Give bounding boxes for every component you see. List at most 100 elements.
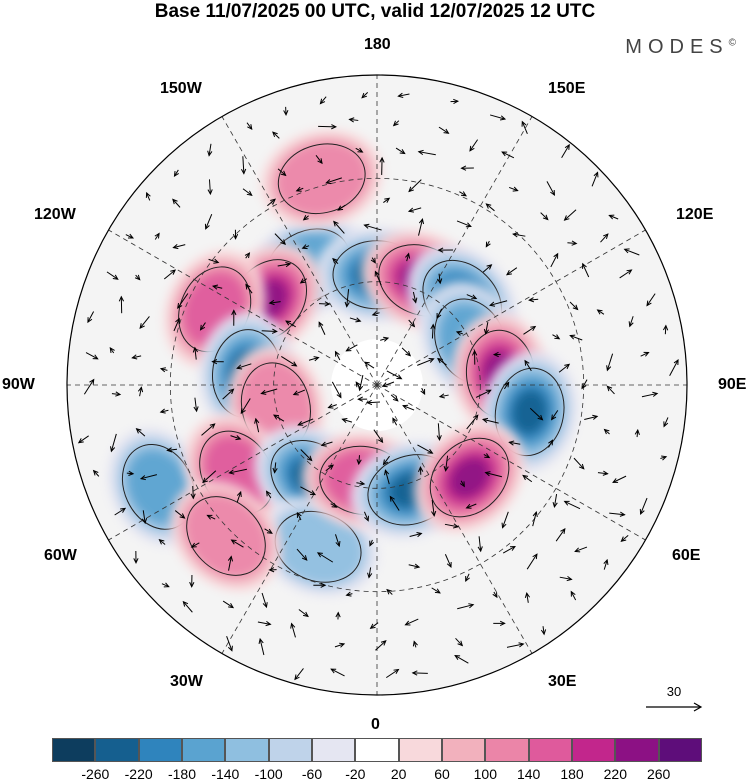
anomaly-negative-11 bbox=[107, 427, 210, 547]
wind-arrow bbox=[465, 503, 477, 509]
wind-arrow bbox=[207, 179, 213, 196]
wind-arrow bbox=[283, 106, 289, 116]
wind-arrow bbox=[641, 391, 659, 398]
streamline bbox=[277, 143, 366, 214]
wind-arrow bbox=[408, 179, 422, 193]
meridian bbox=[108, 229, 378, 386]
wind-arrow bbox=[227, 555, 234, 571]
wind-arrow bbox=[345, 591, 353, 597]
colorbar-tick-label: 140 bbox=[516, 766, 541, 782]
wind-arrow bbox=[456, 220, 472, 228]
wind-arrow bbox=[245, 283, 253, 294]
wind-arrow bbox=[459, 191, 467, 197]
wind-arrow bbox=[257, 620, 272, 627]
wind-arrow bbox=[361, 92, 369, 99]
meridian bbox=[221, 384, 378, 654]
wind-arrow bbox=[300, 449, 313, 462]
brand-logo: MODES© bbox=[625, 36, 736, 59]
wind-arrow bbox=[563, 209, 577, 221]
wind-arrow bbox=[508, 440, 521, 446]
wind-arrow bbox=[369, 539, 375, 547]
lon-label-60w: 60W bbox=[44, 547, 77, 564]
wind-arrow bbox=[436, 357, 447, 366]
wind-arrow bbox=[192, 346, 198, 360]
meridian bbox=[376, 229, 646, 386]
wind-arrow bbox=[331, 381, 342, 399]
wind-arrow bbox=[567, 240, 578, 246]
wind-arrow bbox=[318, 124, 337, 130]
streamline bbox=[186, 496, 266, 576]
wind-arrow bbox=[455, 637, 464, 647]
wind-arrow bbox=[466, 294, 478, 300]
colorbar bbox=[52, 738, 702, 762]
wind-arrow bbox=[558, 363, 571, 373]
wind-arrow bbox=[261, 592, 268, 609]
graticule bbox=[67, 75, 687, 695]
wind-arrow bbox=[412, 291, 418, 304]
wind-arrow bbox=[401, 347, 412, 357]
wind-arrow bbox=[373, 429, 384, 444]
lon-label-30w: 30W bbox=[170, 673, 203, 690]
wind-arrow bbox=[379, 156, 385, 175]
wind-arrow bbox=[337, 204, 346, 211]
wind-arrow bbox=[431, 499, 437, 517]
anomaly-positive-19 bbox=[260, 129, 383, 229]
wind-arrow bbox=[315, 154, 323, 165]
wind-arrow bbox=[367, 567, 373, 579]
wind-arrow bbox=[190, 542, 200, 548]
wind-arrow bbox=[163, 269, 177, 280]
colorbar-cell bbox=[95, 738, 139, 762]
wind-arrow bbox=[201, 423, 216, 436]
colorbar-cell bbox=[528, 738, 572, 762]
wind-arrow bbox=[110, 433, 117, 453]
wind-arrow bbox=[137, 386, 144, 397]
wind-arrow bbox=[133, 551, 139, 564]
wind-arrow bbox=[552, 334, 561, 340]
wind-arrow bbox=[240, 156, 247, 175]
wind-arrow bbox=[402, 404, 415, 411]
wind-arrow bbox=[375, 640, 387, 651]
wind-arrow bbox=[444, 554, 452, 569]
wind-arrow bbox=[264, 528, 273, 534]
wind-arrow bbox=[118, 295, 125, 314]
wind-arrow bbox=[386, 668, 400, 679]
wind-arrow bbox=[274, 233, 286, 246]
colorbar-cell bbox=[225, 738, 269, 762]
streamline bbox=[429, 437, 510, 518]
wind-arrow bbox=[246, 122, 253, 131]
wind-arrow bbox=[488, 300, 508, 307]
wind-arrow bbox=[563, 500, 581, 510]
lon-label-150w: 150W bbox=[160, 80, 202, 97]
wind-arrow bbox=[540, 626, 547, 636]
colorbar-tick-label: -180 bbox=[167, 766, 197, 782]
wind-arrow bbox=[297, 418, 314, 426]
wind-scale-arrow bbox=[646, 702, 703, 712]
wind-arrow bbox=[550, 410, 559, 421]
wind-arrow bbox=[131, 354, 142, 360]
wind-arrow bbox=[395, 147, 406, 155]
lon-label-30e: 30E bbox=[548, 673, 577, 690]
wind-arrow bbox=[418, 466, 424, 475]
wind-arrow bbox=[408, 563, 421, 569]
lon-label-90w: 90W bbox=[2, 376, 35, 393]
colorbar-tick-label: 60 bbox=[434, 766, 450, 782]
wind-arrow bbox=[296, 511, 302, 521]
colorbar-cell bbox=[658, 738, 702, 762]
colorbar-cell bbox=[268, 738, 312, 762]
wind-arrow bbox=[581, 379, 588, 390]
colorbar-tick-label: 20 bbox=[390, 766, 407, 782]
wind-arrow bbox=[190, 485, 196, 500]
wind-arrow bbox=[345, 344, 358, 352]
lon-label-180: 180 bbox=[364, 36, 391, 53]
wind-arrow bbox=[431, 587, 441, 594]
wind-arrow bbox=[369, 622, 379, 629]
wind-arrow bbox=[135, 428, 146, 437]
wind-arrow bbox=[392, 417, 398, 426]
colorbar-tick-label: 220 bbox=[603, 766, 628, 782]
wind-arrow bbox=[430, 323, 436, 339]
wind-arrow bbox=[420, 387, 426, 396]
wind-arrow bbox=[437, 273, 443, 285]
wind-arrow bbox=[528, 297, 539, 303]
wind-arrow bbox=[106, 271, 119, 280]
wind-arrow bbox=[290, 622, 296, 638]
